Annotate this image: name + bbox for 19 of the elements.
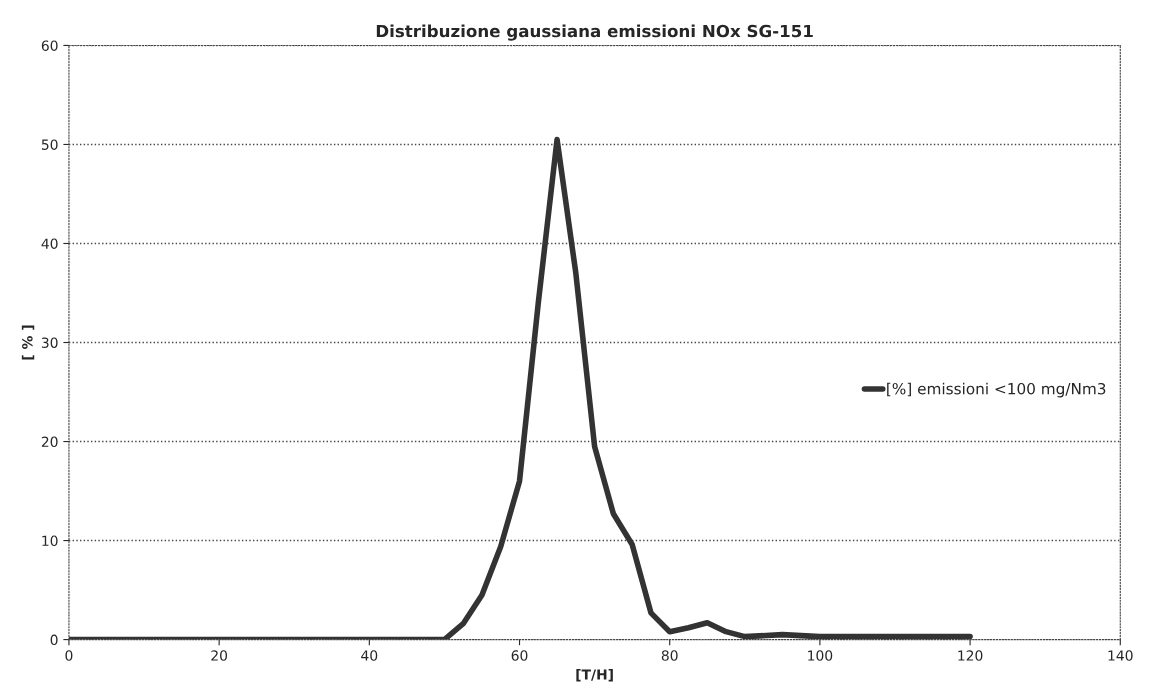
x-tick-label: 120 (958, 650, 983, 661)
chart-title: Distribuzione gaussiana emissioni NOx SG-151 (376, 24, 813, 41)
y-tick-label: 20 (41, 436, 58, 448)
x-tick-label: 40 (361, 650, 378, 661)
legend-label: [%] emissioni <100 mg/Nm3 (887, 382, 1106, 398)
y-tick-label: 60 (41, 40, 58, 51)
y-tick-label: 40 (41, 238, 58, 249)
x-tick-label: 100 (808, 650, 833, 661)
y-tick-label: 50 (41, 139, 58, 150)
x-axis-title: [T/H] (576, 669, 613, 682)
y-tick-label: 0 (50, 634, 58, 646)
y-axis-title: [ % ] (21, 325, 35, 360)
x-tick-label: 20 (211, 650, 228, 661)
x-tick-label: 0 (65, 650, 73, 661)
x-tick-label: 80 (661, 650, 678, 661)
y-tick-label: 10 (42, 535, 58, 547)
x-tick-label: 140 (1108, 650, 1133, 661)
y-tick-label: 30 (41, 337, 58, 348)
x-tick-label: 60 (511, 650, 528, 661)
